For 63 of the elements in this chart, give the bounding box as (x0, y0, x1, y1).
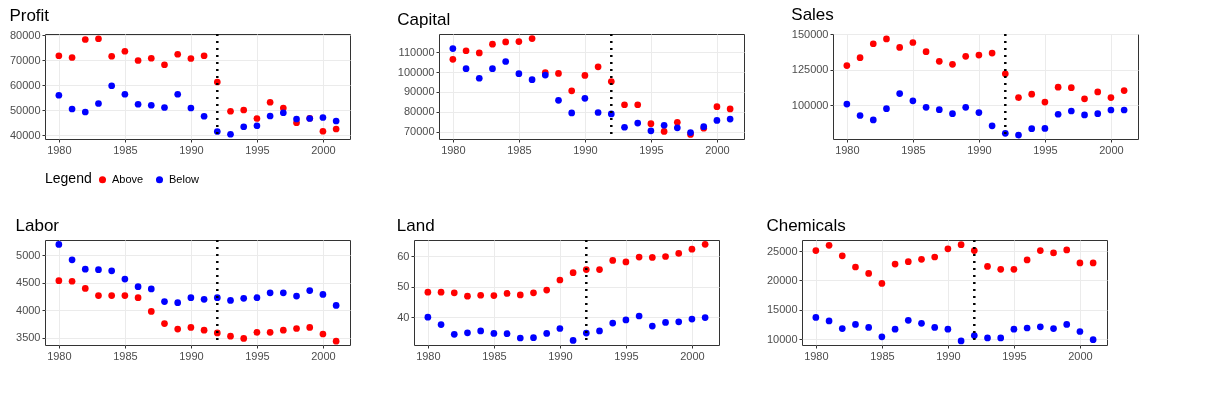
y-tick-label: 5000 (16, 248, 41, 261)
x-tick-label: 2000 (1068, 349, 1093, 362)
chart-title: Profit (9, 6, 50, 25)
y-tick-label: 3500 (16, 331, 41, 344)
x-tick-label: 1990 (967, 143, 992, 156)
chart-title: Labor (15, 215, 60, 235)
y-tick-label: 10000 (766, 332, 798, 345)
chart-title: Land (396, 215, 435, 235)
y-tick-label: 100000 (791, 98, 829, 111)
y-tick-label: 40000 (9, 128, 41, 141)
y-tick-label: 70000 (9, 53, 41, 66)
y-tick-label: 60 (397, 249, 410, 262)
x-tick-label: 1985 (870, 349, 895, 362)
x-tick-label: 1980 (804, 349, 829, 362)
y-tick-label: 60000 (9, 78, 41, 91)
y-tick-label: 150000 (791, 27, 829, 40)
legend-label: Above (112, 172, 144, 185)
y-tick-label: 90000 (403, 85, 435, 98)
x-tick-label: 2000 (311, 143, 336, 156)
x-tick-label: 1980 (47, 349, 72, 362)
legend-title: Legend (45, 170, 92, 186)
x-tick-label: 1990 (548, 349, 573, 362)
chart-title: Chemicals (766, 215, 846, 235)
x-tick-label: 1985 (901, 143, 926, 156)
x-tick-label: 2000 (680, 349, 705, 362)
x-tick-label: 1980 (835, 143, 860, 156)
y-tick-label: 4500 (16, 276, 41, 289)
y-tick-label: 70000 (403, 125, 435, 138)
x-tick-label: 1990 (936, 349, 961, 362)
x-tick-label: 1990 (179, 349, 204, 362)
x-tick-label: 2000 (1099, 143, 1124, 156)
y-tick-label: 40 (397, 310, 410, 323)
x-tick-label: 1980 (416, 349, 441, 362)
y-tick-label: 4000 (16, 303, 41, 316)
chart-title: Capital (397, 9, 451, 29)
y-tick-label: 15000 (766, 303, 798, 316)
y-tick-label: 125000 (791, 63, 829, 76)
y-tick-label: 80000 (403, 105, 435, 118)
y-tick-label: 80000 (9, 28, 41, 41)
x-tick-label: 2000 (705, 143, 730, 156)
x-tick-label: 1995 (1033, 143, 1058, 156)
x-tick-label: 1985 (113, 349, 138, 362)
y-tick-label: 20000 (766, 273, 798, 286)
x-tick-label: 1980 (441, 143, 466, 156)
x-tick-label: 1995 (639, 143, 664, 156)
x-tick-label: 1985 (507, 143, 532, 156)
x-tick-label: 1995 (245, 143, 270, 156)
y-tick-label: 50000 (9, 103, 41, 116)
x-tick-label: 2000 (311, 349, 336, 362)
x-tick-label: 1985 (113, 143, 138, 156)
y-tick-label: 50 (397, 280, 410, 293)
x-tick-label: 1985 (482, 349, 507, 362)
chart-title: Sales (791, 5, 834, 25)
x-tick-label: 1990 (179, 143, 204, 156)
x-tick-label: 1980 (47, 143, 72, 156)
x-tick-label: 1995 (614, 349, 639, 362)
x-tick-label: 1990 (573, 143, 598, 156)
y-tick-label: 110000 (398, 45, 435, 58)
y-tick-label: 25000 (766, 244, 798, 257)
x-tick-label: 1995 (1002, 349, 1027, 362)
legend-label: Below (169, 172, 200, 185)
x-tick-label: 1995 (245, 349, 270, 362)
y-tick-label: 100000 (397, 65, 435, 78)
